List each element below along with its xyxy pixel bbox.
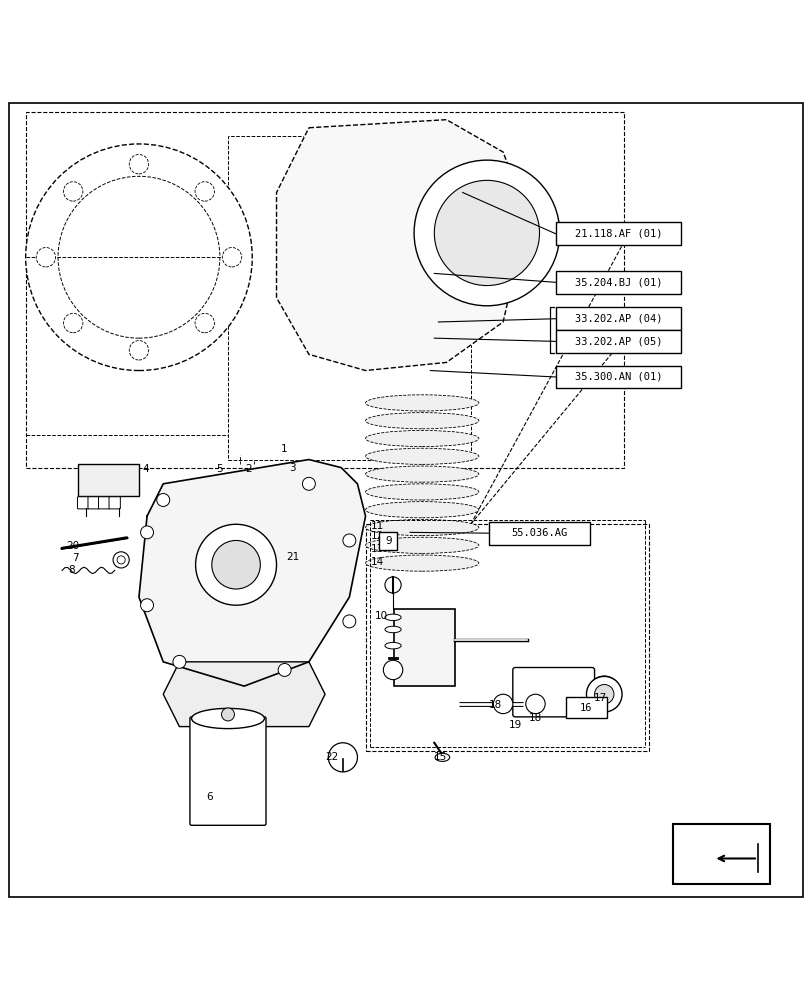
FancyBboxPatch shape: [78, 464, 139, 496]
FancyBboxPatch shape: [190, 717, 266, 825]
Circle shape: [586, 676, 621, 712]
FancyBboxPatch shape: [379, 532, 397, 550]
Ellipse shape: [384, 626, 401, 633]
FancyBboxPatch shape: [88, 497, 99, 509]
Ellipse shape: [365, 413, 478, 429]
Text: 2: 2: [245, 464, 251, 474]
Text: 3: 3: [289, 463, 296, 473]
Circle shape: [195, 182, 214, 201]
Circle shape: [195, 313, 214, 333]
Circle shape: [173, 655, 186, 668]
Text: 21.118.AF (01): 21.118.AF (01): [574, 229, 661, 239]
Circle shape: [414, 160, 559, 306]
Text: 13: 13: [371, 544, 384, 554]
Ellipse shape: [365, 519, 478, 536]
FancyBboxPatch shape: [109, 497, 120, 509]
Text: 8: 8: [68, 565, 75, 575]
Circle shape: [140, 599, 153, 612]
FancyBboxPatch shape: [488, 522, 589, 545]
FancyBboxPatch shape: [555, 271, 680, 294]
Circle shape: [129, 154, 148, 174]
Text: 9: 9: [383, 540, 389, 550]
Text: 12: 12: [371, 531, 384, 541]
Circle shape: [113, 552, 129, 568]
FancyBboxPatch shape: [555, 307, 680, 330]
Circle shape: [342, 615, 355, 628]
Text: 18: 18: [528, 713, 542, 723]
FancyBboxPatch shape: [555, 366, 680, 388]
FancyBboxPatch shape: [565, 697, 606, 718]
Circle shape: [222, 248, 242, 267]
Circle shape: [221, 708, 234, 721]
Circle shape: [26, 144, 252, 371]
Ellipse shape: [365, 466, 478, 482]
Circle shape: [278, 663, 290, 676]
Ellipse shape: [365, 430, 478, 447]
Circle shape: [328, 743, 357, 772]
Circle shape: [383, 660, 402, 680]
Text: 21: 21: [285, 552, 299, 562]
Text: 5: 5: [217, 464, 223, 474]
Text: 16: 16: [580, 703, 592, 713]
FancyBboxPatch shape: [555, 222, 680, 245]
Text: 20: 20: [66, 541, 79, 551]
Text: 11: 11: [371, 521, 384, 531]
Circle shape: [63, 313, 83, 333]
FancyBboxPatch shape: [98, 497, 109, 509]
Ellipse shape: [365, 484, 478, 500]
FancyBboxPatch shape: [77, 497, 88, 509]
Circle shape: [140, 526, 153, 539]
Ellipse shape: [365, 555, 478, 571]
Text: 33.202.AP (04): 33.202.AP (04): [574, 314, 661, 324]
Circle shape: [493, 694, 513, 714]
Circle shape: [117, 556, 125, 564]
Circle shape: [195, 524, 277, 605]
Ellipse shape: [384, 614, 401, 621]
Text: 9: 9: [384, 536, 391, 546]
Circle shape: [212, 540, 260, 589]
Text: 7: 7: [72, 553, 79, 563]
Text: 35.300.AN (01): 35.300.AN (01): [574, 372, 661, 382]
Circle shape: [342, 534, 355, 547]
Text: 14: 14: [371, 557, 384, 567]
Text: 18: 18: [487, 700, 501, 710]
Circle shape: [157, 494, 169, 506]
Text: 17: 17: [593, 693, 606, 703]
Ellipse shape: [365, 502, 478, 518]
Ellipse shape: [384, 642, 401, 649]
Text: 6: 6: [206, 792, 212, 802]
Circle shape: [58, 176, 220, 338]
Ellipse shape: [365, 448, 478, 464]
Circle shape: [434, 180, 539, 286]
Text: 35.204.BJ (01): 35.204.BJ (01): [574, 277, 661, 287]
Ellipse shape: [365, 395, 478, 411]
Text: 22: 22: [324, 752, 337, 762]
Text: 15: 15: [434, 752, 447, 762]
Ellipse shape: [191, 708, 264, 729]
Text: 33.202.AP (05): 33.202.AP (05): [574, 336, 661, 346]
Circle shape: [384, 577, 401, 593]
Circle shape: [63, 182, 83, 201]
Text: 55.036.AG: 55.036.AG: [510, 528, 567, 538]
Circle shape: [587, 676, 620, 708]
FancyBboxPatch shape: [393, 609, 454, 686]
Circle shape: [36, 248, 55, 267]
FancyBboxPatch shape: [672, 824, 769, 884]
Circle shape: [594, 685, 613, 704]
Text: 10: 10: [375, 611, 388, 621]
Polygon shape: [139, 460, 365, 686]
Circle shape: [129, 341, 148, 360]
Circle shape: [302, 477, 315, 490]
Circle shape: [525, 694, 544, 714]
FancyBboxPatch shape: [555, 330, 680, 353]
Ellipse shape: [435, 753, 449, 761]
Ellipse shape: [365, 537, 478, 553]
Text: 4: 4: [142, 464, 148, 474]
Text: 19: 19: [508, 720, 521, 730]
Text: 1: 1: [281, 444, 288, 454]
Polygon shape: [277, 120, 526, 371]
Polygon shape: [163, 662, 324, 727]
FancyBboxPatch shape: [513, 668, 594, 717]
